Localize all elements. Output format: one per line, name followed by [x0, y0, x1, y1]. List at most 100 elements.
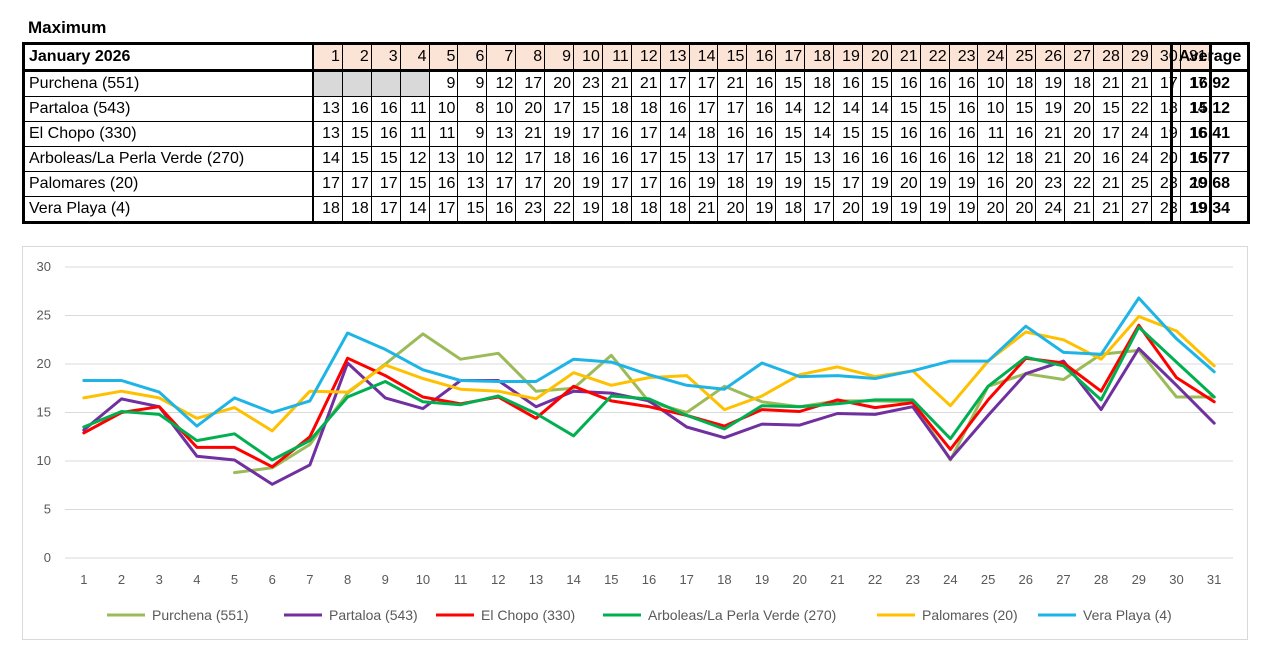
x-tick-label: 28: [1094, 572, 1108, 587]
value-cell: 15: [659, 146, 690, 172]
day-header: 18: [804, 43, 835, 72]
value-cell: 11: [399, 121, 430, 147]
month-title: January 2026: [23, 43, 314, 72]
value-cell: 15: [399, 171, 430, 197]
table-heading: Maximum: [28, 18, 107, 37]
value-cell: 19: [688, 171, 719, 197]
site-name: Vera Playa (4): [23, 196, 314, 223]
value-cell: 15: [370, 146, 401, 172]
value-cell: 18: [1006, 70, 1037, 97]
day-header: 6: [457, 43, 488, 72]
value-cell: 16: [977, 171, 1008, 197]
x-tick-label: 16: [642, 572, 656, 587]
value-cell: 18: [1006, 146, 1037, 172]
value-cell: 17: [486, 171, 517, 197]
value-cell: 13: [312, 96, 343, 122]
value-cell: 20: [1006, 196, 1037, 223]
average-row: 19.34: [1171, 196, 1249, 223]
value-cell: 22: [1064, 171, 1095, 197]
legend-label: Partaloa (543): [329, 607, 418, 623]
value-cell: 20: [544, 171, 575, 197]
value-cell: 13: [457, 171, 488, 197]
value-cell: 19: [948, 196, 979, 223]
value-cell: 17: [630, 121, 661, 147]
value-cell: 16: [1006, 121, 1037, 147]
value-cell: 17: [630, 146, 661, 172]
value-cell: 15: [1006, 96, 1037, 122]
value-cell: 22: [1121, 96, 1152, 122]
x-tick-label: 22: [868, 572, 882, 587]
value-cell: 16: [573, 146, 603, 172]
site-name: El Chopo (330): [23, 121, 314, 147]
value-cell: 16: [370, 96, 401, 122]
value-cell: 14: [833, 96, 863, 122]
value-cell: 16: [833, 146, 863, 172]
legend-label: Purchena (551): [152, 607, 249, 623]
value-cell: 18: [601, 196, 632, 223]
value-cell: 16: [746, 70, 777, 97]
x-tick-label: 24: [943, 572, 957, 587]
value-cell: 21: [1093, 171, 1123, 197]
value-cell: 15: [833, 121, 863, 147]
site-name: Purchena (551): [23, 70, 314, 97]
average-value: 15.77: [1171, 146, 1249, 172]
table-body: Purchena (551) 9 9 12 17 20 23 21 21 17 17 21 16 15 18…: [23, 70, 1211, 223]
value-cell: 17: [630, 171, 661, 197]
x-tick-label: 19: [755, 572, 769, 587]
day-header: 13: [659, 43, 690, 72]
x-tick-label: 8: [344, 572, 351, 587]
day-header: 24: [977, 43, 1008, 72]
value-cell: 16: [948, 96, 979, 122]
y-tick-label: 30: [37, 259, 51, 274]
day-header: 14: [688, 43, 719, 72]
value-cell: 19: [919, 196, 950, 223]
day-header: 28: [1093, 43, 1123, 72]
value-cell: 19: [573, 196, 603, 223]
value-cell: 19: [746, 196, 777, 223]
value-cell: 18: [312, 196, 343, 223]
value-cell: 12: [399, 146, 430, 172]
value-cell: 16: [341, 96, 372, 122]
value-cell: 12: [977, 146, 1008, 172]
value-cell: 15: [341, 146, 372, 172]
value-cell: 18: [717, 171, 748, 197]
average-row: 19.68: [1171, 171, 1249, 197]
x-tick-label: 1: [80, 572, 87, 587]
x-tick-label: 2: [118, 572, 125, 587]
value-cell: 17: [370, 171, 401, 197]
value-cell: 21: [1121, 70, 1152, 97]
average-value: 19.34: [1171, 196, 1249, 223]
y-tick-label: 0: [44, 550, 51, 565]
value-cell: 16: [948, 121, 979, 147]
value-cell: 19: [861, 171, 892, 197]
value-cell: 18: [601, 96, 632, 122]
day-header: 26: [1035, 43, 1066, 72]
value-cell: 21: [1093, 70, 1123, 97]
day-header: 19: [833, 43, 863, 72]
value-cell: 18: [804, 70, 835, 97]
value-cell: 17: [312, 171, 343, 197]
day-header: 10: [573, 43, 603, 72]
table-row: Partaloa (543) 13 16 16 11 10 8 10 20 17 15 18 18 16 1…: [23, 96, 1211, 122]
x-tick-label: 3: [156, 572, 163, 587]
value-cell: 21: [717, 70, 748, 97]
value-cell: 14: [399, 196, 430, 223]
missing-cell: [399, 70, 430, 97]
value-cell: 20: [515, 96, 546, 122]
value-cell: 17: [717, 96, 748, 122]
x-tick-label: 31: [1207, 572, 1221, 587]
value-cell: 21: [601, 70, 632, 97]
value-cell: 13: [312, 121, 343, 147]
value-cell: 17: [428, 196, 459, 223]
value-cell: 20: [544, 70, 575, 97]
value-cell: 23: [573, 70, 603, 97]
value-cell: 11: [399, 96, 430, 122]
value-cell: 20: [1064, 121, 1095, 147]
value-cell: 24: [1035, 196, 1066, 223]
day-header: 8: [515, 43, 546, 72]
value-cell: 23: [515, 196, 546, 223]
value-cell: 16: [948, 146, 979, 172]
value-cell: 15: [775, 146, 806, 172]
value-cell: 15: [861, 121, 892, 147]
